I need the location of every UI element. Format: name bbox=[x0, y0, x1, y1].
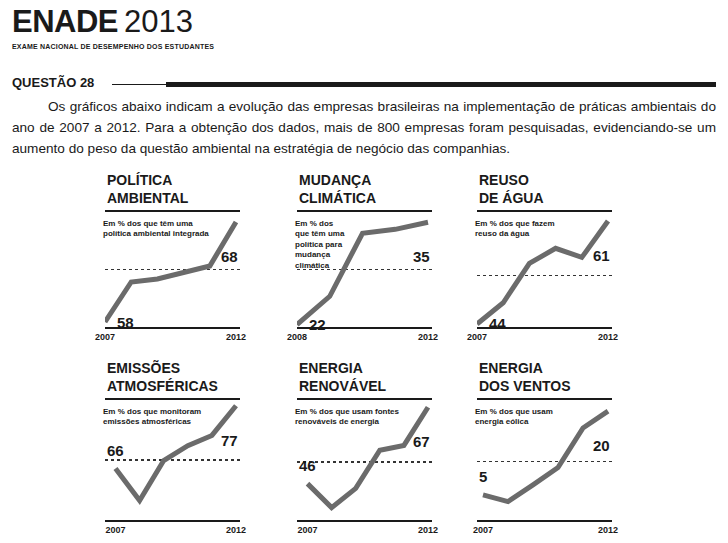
svg-text:2012: 2012 bbox=[598, 525, 618, 535]
svg-text:2007: 2007 bbox=[467, 332, 487, 342]
svg-text:Em % dos que usamenergia eólic: Em % dos que usamenergia eólica bbox=[475, 407, 553, 426]
html-text:EXAME NACIONAL DE DESEMPENHO D: EXAME NACIONAL DE DESEMPENHO DOS ESTUDAN… bbox=[12, 43, 215, 50]
svg-text:2007: 2007 bbox=[297, 525, 317, 535]
svg-text:POLÍTICAAMBIENTAL: POLÍTICAAMBIENTAL bbox=[107, 172, 189, 206]
svg-text:61: 61 bbox=[593, 247, 610, 264]
svg-text:46: 46 bbox=[299, 457, 316, 474]
svg-text:REUSODE ÁGUA: REUSODE ÁGUA bbox=[479, 172, 544, 206]
svg-text:5: 5 bbox=[479, 468, 487, 485]
svg-text:58: 58 bbox=[117, 314, 134, 331]
svg-text:35: 35 bbox=[413, 248, 430, 265]
svg-text:Em % dos que fazemreuso da águ: Em % dos que fazemreuso da água bbox=[475, 219, 555, 238]
svg-text:2012: 2012 bbox=[226, 525, 246, 535]
svg-text:2012: 2012 bbox=[418, 525, 438, 535]
svg-text:77: 77 bbox=[221, 432, 238, 449]
svg-text:Em % dos que monitoramemissões: Em % dos que monitoramemissões atmosféri… bbox=[103, 407, 201, 426]
svg-text:Em % dos que usam fontesrenová: Em % dos que usam fontesrenováveis de en… bbox=[295, 407, 400, 426]
svg-text:Em % dos que têm umapolítica a: Em % dos que têm umapolítica ambiental i… bbox=[103, 219, 209, 238]
svg-text:66: 66 bbox=[107, 442, 124, 459]
svg-text:MUDANÇACLIMÁTICA: MUDANÇACLIMÁTICA bbox=[299, 172, 376, 206]
svg-text:ENERGIARENOVÁVEL: ENERGIARENOVÁVEL bbox=[299, 360, 387, 394]
svg-text:2012: 2012 bbox=[598, 332, 618, 342]
html-text:Os gráficos abaixo indicam a e: Os gráficos abaixo indicam a evolução da… bbox=[12, 99, 716, 156]
svg-text:2012: 2012 bbox=[418, 332, 438, 342]
svg-text:44: 44 bbox=[489, 315, 506, 332]
svg-text:2008: 2008 bbox=[287, 332, 307, 342]
svg-text:EMISSÕESATMOSFÉRICAS: EMISSÕESATMOSFÉRICAS bbox=[107, 359, 218, 394]
svg-text:22: 22 bbox=[309, 316, 326, 333]
svg-text:68: 68 bbox=[221, 248, 238, 265]
html-text:ENADE 2013: ENADE 2013 bbox=[12, 4, 193, 39]
html-text:QUESTÃO 28: QUESTÃO 28 bbox=[12, 75, 95, 90]
svg-text:ENERGIADOS VENTOS: ENERGIADOS VENTOS bbox=[479, 360, 571, 394]
svg-text:67: 67 bbox=[413, 433, 430, 450]
svg-text:2007: 2007 bbox=[473, 525, 493, 535]
svg-text:2007: 2007 bbox=[95, 332, 115, 342]
svg-text:20: 20 bbox=[593, 437, 610, 454]
svg-text:2012: 2012 bbox=[226, 332, 246, 342]
svg-text:2007: 2007 bbox=[105, 525, 125, 535]
svg-text:Em % dosque têm umapolítica pa: Em % dosque têm umapolítica paramudançac… bbox=[295, 219, 345, 270]
